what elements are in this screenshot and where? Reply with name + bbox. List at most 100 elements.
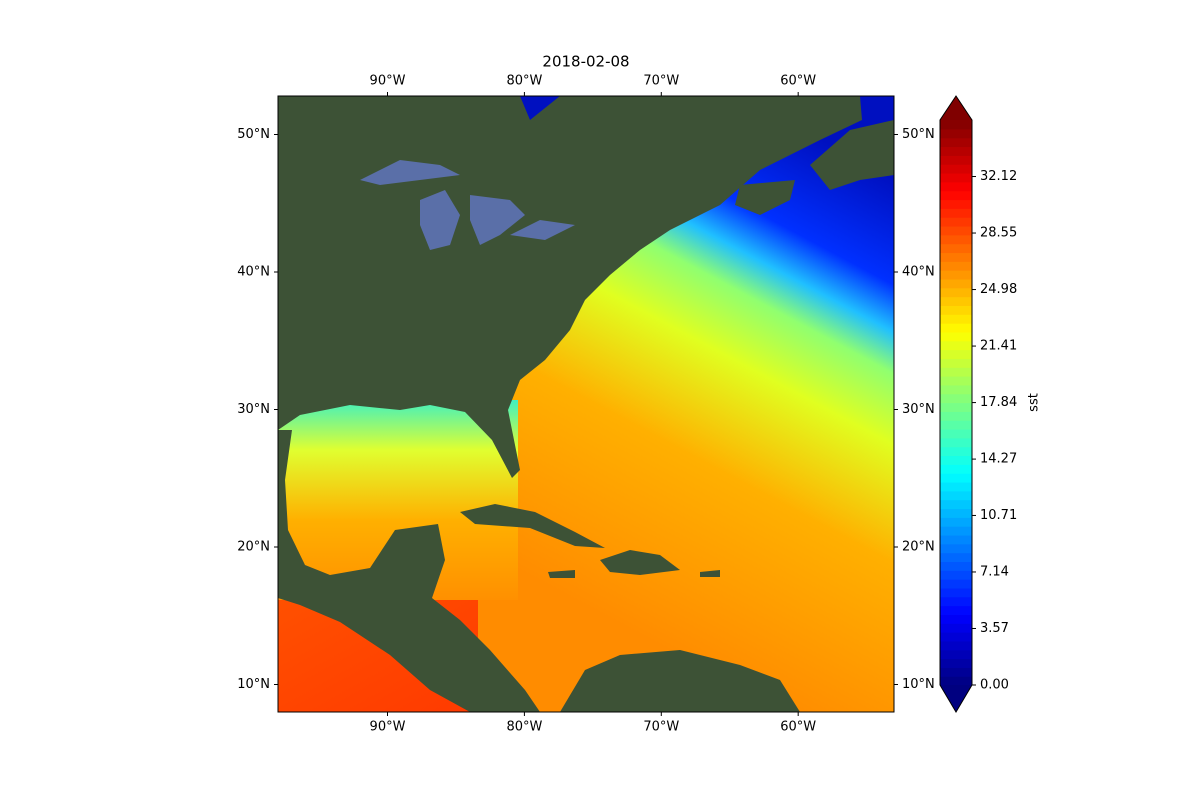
colorbar-label: sst [1027,393,1042,412]
x-tick-label: 90°W [370,720,406,735]
colorbar-swatch [940,676,972,686]
colorbar-swatch [940,190,972,201]
colorbar-swatch [940,287,972,298]
colorbar-swatch [940,596,972,607]
colorbar-swatch [940,446,972,457]
colorbar-swatch [940,605,972,615]
x-tick-label: 70°W [643,74,679,89]
colorbar-swatch [940,393,972,404]
colorbar-swatch [940,323,972,333]
colorbar-tick-label: 7.14 [980,564,1009,579]
x-tick-label: 80°W [506,74,542,89]
colorbar-swatch [940,623,972,633]
y-tick-label: 10°N [902,677,935,692]
colorbar-tick-label: 3.57 [980,621,1009,636]
colorbar-swatch [940,464,972,474]
colorbar-swatch [940,481,972,492]
colorbar-tick-label: 14.27 [980,452,1017,467]
colorbar-extend-max [940,96,972,120]
colorbar-swatch [940,358,972,368]
colorbar-tick-label: 17.84 [980,395,1017,410]
colorbar-swatch [940,552,972,563]
x-tick-label: 70°W [643,720,679,735]
colorbar-extend-min [940,685,972,712]
y-tick-label: 20°N [902,540,935,555]
map-title: 2018-02-08 [542,53,629,71]
colorbar-swatch [940,349,972,359]
colorbar-swatch [940,579,972,589]
colorbar-tick-label: 10.71 [980,508,1017,523]
colorbar-swatch [940,526,972,536]
colorbar-swatch [940,587,972,598]
colorbar-swatch [940,534,972,545]
y-tick-label: 50°N [237,127,270,142]
colorbar-swatch [940,411,972,421]
colorbar-swatch [940,314,972,324]
colorbar-swatch [940,199,972,209]
colorbar-swatch [940,649,972,660]
colorbar-swatch [940,543,972,554]
colorbar-swatch [940,331,972,342]
colorbar-swatch [940,367,972,377]
x-tick-label: 60°W [780,720,816,735]
colorbar-swatch [940,261,972,271]
colorbar-swatch [940,296,972,306]
colorbar-swatch [940,376,972,386]
colorbar-swatch [940,384,972,395]
y-tick-label: 50°N [902,127,935,142]
colorbar-swatch [940,305,972,315]
colorbar-swatch [940,120,972,130]
colorbar-swatch [940,252,972,262]
colorbar-swatch [940,340,972,351]
colorbar-swatch [940,561,972,571]
colorbar-swatch [940,155,972,165]
colorbar-swatch [940,614,972,624]
colorbar-swatch [940,455,972,465]
colorbar-swatch [940,137,972,148]
colorbar-swatch [940,632,972,642]
x-tick-label: 60°W [780,74,816,89]
colorbar-swatch [940,658,972,668]
x-tick-label: 90°W [370,74,406,89]
colorbar-swatch [940,420,972,430]
colorbar-swatch [940,473,972,483]
colorbar-tick-label: 24.98 [980,282,1017,297]
colorbar-swatch [940,208,972,218]
y-tick-label: 40°N [237,265,270,280]
colorbar-tick-label: 32.12 [980,169,1017,184]
y-tick-label: 40°N [902,265,935,280]
colorbar-swatch [940,508,972,518]
y-tick-label: 30°N [237,402,270,417]
colorbar-swatch [940,172,972,183]
sst-imagery [278,96,894,712]
colorbar-swatch [940,270,972,280]
map-frame [277,95,895,713]
colorbar-swatch [940,428,972,439]
y-tick-label: 10°N [237,677,270,692]
colorbar-swatch [940,164,972,174]
colorbar-swatch [940,234,972,245]
colorbar-tick-label: 21.41 [980,339,1017,354]
colorbar-swatch [940,667,972,677]
colorbar-swatch [940,490,972,501]
y-tick-label: 30°N [902,402,935,417]
x-tick-label: 80°W [506,720,542,735]
colorbar-swatch [940,499,972,510]
colorbar-outline [939,95,973,713]
colorbar-swatch [940,217,972,227]
y-tick-label: 20°N [237,540,270,555]
colorbar: 0.00 3.57 7.14 10.71 14.27 17.84 21.41 24.98 28.… [939,95,1042,713]
colorbar-tick-label: 0.00 [980,678,1009,693]
colorbar-swatch [940,437,972,448]
colorbar-swatch [940,517,972,527]
colorbar-swatch [940,146,972,156]
colorbar-swatch [940,640,972,651]
colorbar-swatch [940,243,972,254]
colorbar-swatch [940,402,972,412]
colorbar-swatch [940,278,972,289]
colorbar-swatch [940,181,972,192]
colorbar-swatch [940,128,972,139]
colorbar-swatch [940,225,972,236]
colorbar-tick-label: 28.55 [980,226,1017,241]
